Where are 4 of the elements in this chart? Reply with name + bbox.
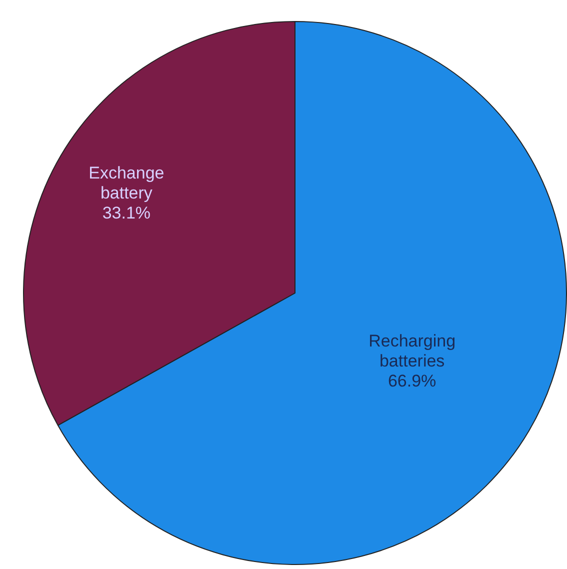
slice-label: Recharging batteries [368,331,456,370]
data-label: 66.9% [388,371,436,390]
data-label: 33.1% [102,204,151,223]
slice-label: Exchange battery [88,164,164,203]
